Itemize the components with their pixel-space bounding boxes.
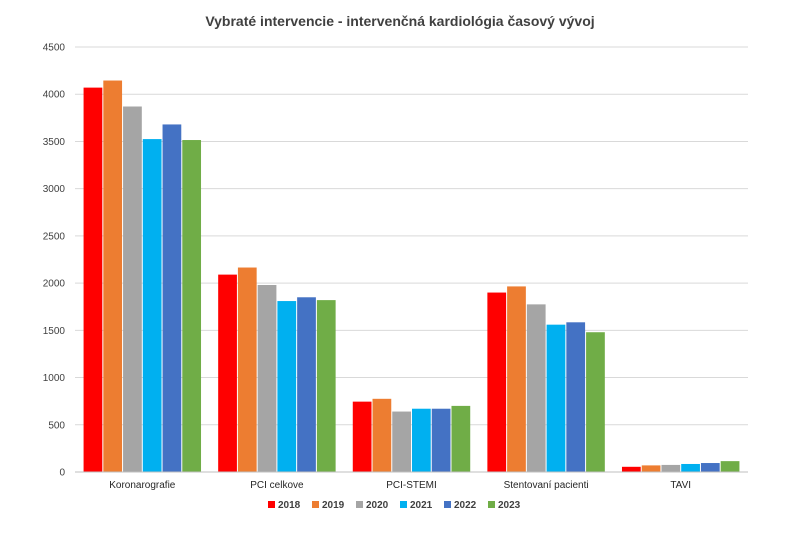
x-tick-label: TAVI xyxy=(670,480,691,491)
legend-item-2022: 2022 xyxy=(444,500,477,511)
y-tick-label: 500 xyxy=(48,420,65,431)
legend-swatch xyxy=(444,501,451,508)
bar-2022-3 xyxy=(566,322,586,472)
legend-label: 2019 xyxy=(322,500,345,511)
x-tick-label: PCI-STEMI xyxy=(386,480,437,491)
bar-2019-2 xyxy=(372,398,392,472)
legend-label: 2021 xyxy=(410,500,433,511)
bar-2021-2 xyxy=(412,408,431,472)
bar-2021-1 xyxy=(277,301,297,472)
bar-2020-4 xyxy=(661,464,681,472)
bar-2018-3 xyxy=(487,292,507,472)
bar-2023-4 xyxy=(720,461,740,472)
y-tick-label: 0 xyxy=(59,468,65,479)
y-tick-label: 3500 xyxy=(43,137,66,148)
bar-2018-2 xyxy=(352,401,372,472)
legend-item-2018: 2018 xyxy=(268,500,301,511)
bar-2023-0 xyxy=(182,140,202,472)
bar-2021-3 xyxy=(546,324,566,472)
bar-2019-3 xyxy=(507,286,526,472)
bar-2023-1 xyxy=(316,300,336,472)
legend-label: 2018 xyxy=(278,500,301,511)
legend-item-2023: 2023 xyxy=(488,500,521,511)
legend-swatch xyxy=(356,501,363,508)
y-axis-ticks: 0 500 1000 1500 2000 2500 3000 3500 4000 4500 xyxy=(43,43,66,479)
bar-2019-0 xyxy=(103,80,123,473)
legend-item-2020: 2020 xyxy=(356,500,389,511)
bar-2022-4 xyxy=(700,463,720,472)
x-tick-label: Stentovaní pacienti xyxy=(504,480,589,491)
bar-2021-4 xyxy=(681,463,700,472)
x-tick-label: PCI celkove xyxy=(250,480,304,491)
legend-swatch xyxy=(400,501,407,508)
bar-2020-2 xyxy=(392,411,411,472)
bar-2019-1 xyxy=(237,267,257,472)
bar-2020-3 xyxy=(526,304,546,472)
y-tick-label: 1000 xyxy=(43,373,66,384)
bar-2018-0 xyxy=(83,87,103,472)
x-tick-label: Koronarografie xyxy=(109,480,176,491)
x-axis: Koronarografie PCI celkove PCI-STEMI Stento… xyxy=(75,471,748,491)
y-tick-label: 1500 xyxy=(43,326,66,337)
y-tick-label: 2500 xyxy=(43,231,66,242)
bars xyxy=(83,80,740,473)
bar-2018-4 xyxy=(621,466,641,472)
legend-label: 2020 xyxy=(366,500,389,511)
legend-swatch xyxy=(312,501,319,508)
chart-title: Vybraté intervencie - intervenčná kardio… xyxy=(205,13,594,29)
legend-label: 2023 xyxy=(498,500,521,511)
bar-2019-4 xyxy=(641,465,661,472)
legend-swatch xyxy=(268,501,275,508)
bar-2021-0 xyxy=(142,139,162,473)
bar-2020-0 xyxy=(123,106,142,472)
y-tick-label: 2000 xyxy=(43,279,66,290)
bar-2020-1 xyxy=(257,285,277,472)
y-tick-label: 4500 xyxy=(43,43,66,54)
y-tick-label: 4000 xyxy=(43,90,66,101)
bar-2023-3 xyxy=(586,332,605,472)
legend-label: 2022 xyxy=(454,500,477,511)
legend-item-2021: 2021 xyxy=(400,500,433,511)
bar-2018-1 xyxy=(218,274,237,472)
legend-item-2019: 2019 xyxy=(312,500,345,511)
bar-2022-2 xyxy=(431,408,451,472)
legend: 2018 2019 2020 2021 2022 2023 xyxy=(268,500,521,511)
bar-2022-1 xyxy=(297,297,316,472)
y-tick-label: 3000 xyxy=(43,184,66,195)
bar-2023-2 xyxy=(451,405,471,472)
legend-swatch xyxy=(488,501,495,508)
bar-2022-0 xyxy=(162,124,182,472)
